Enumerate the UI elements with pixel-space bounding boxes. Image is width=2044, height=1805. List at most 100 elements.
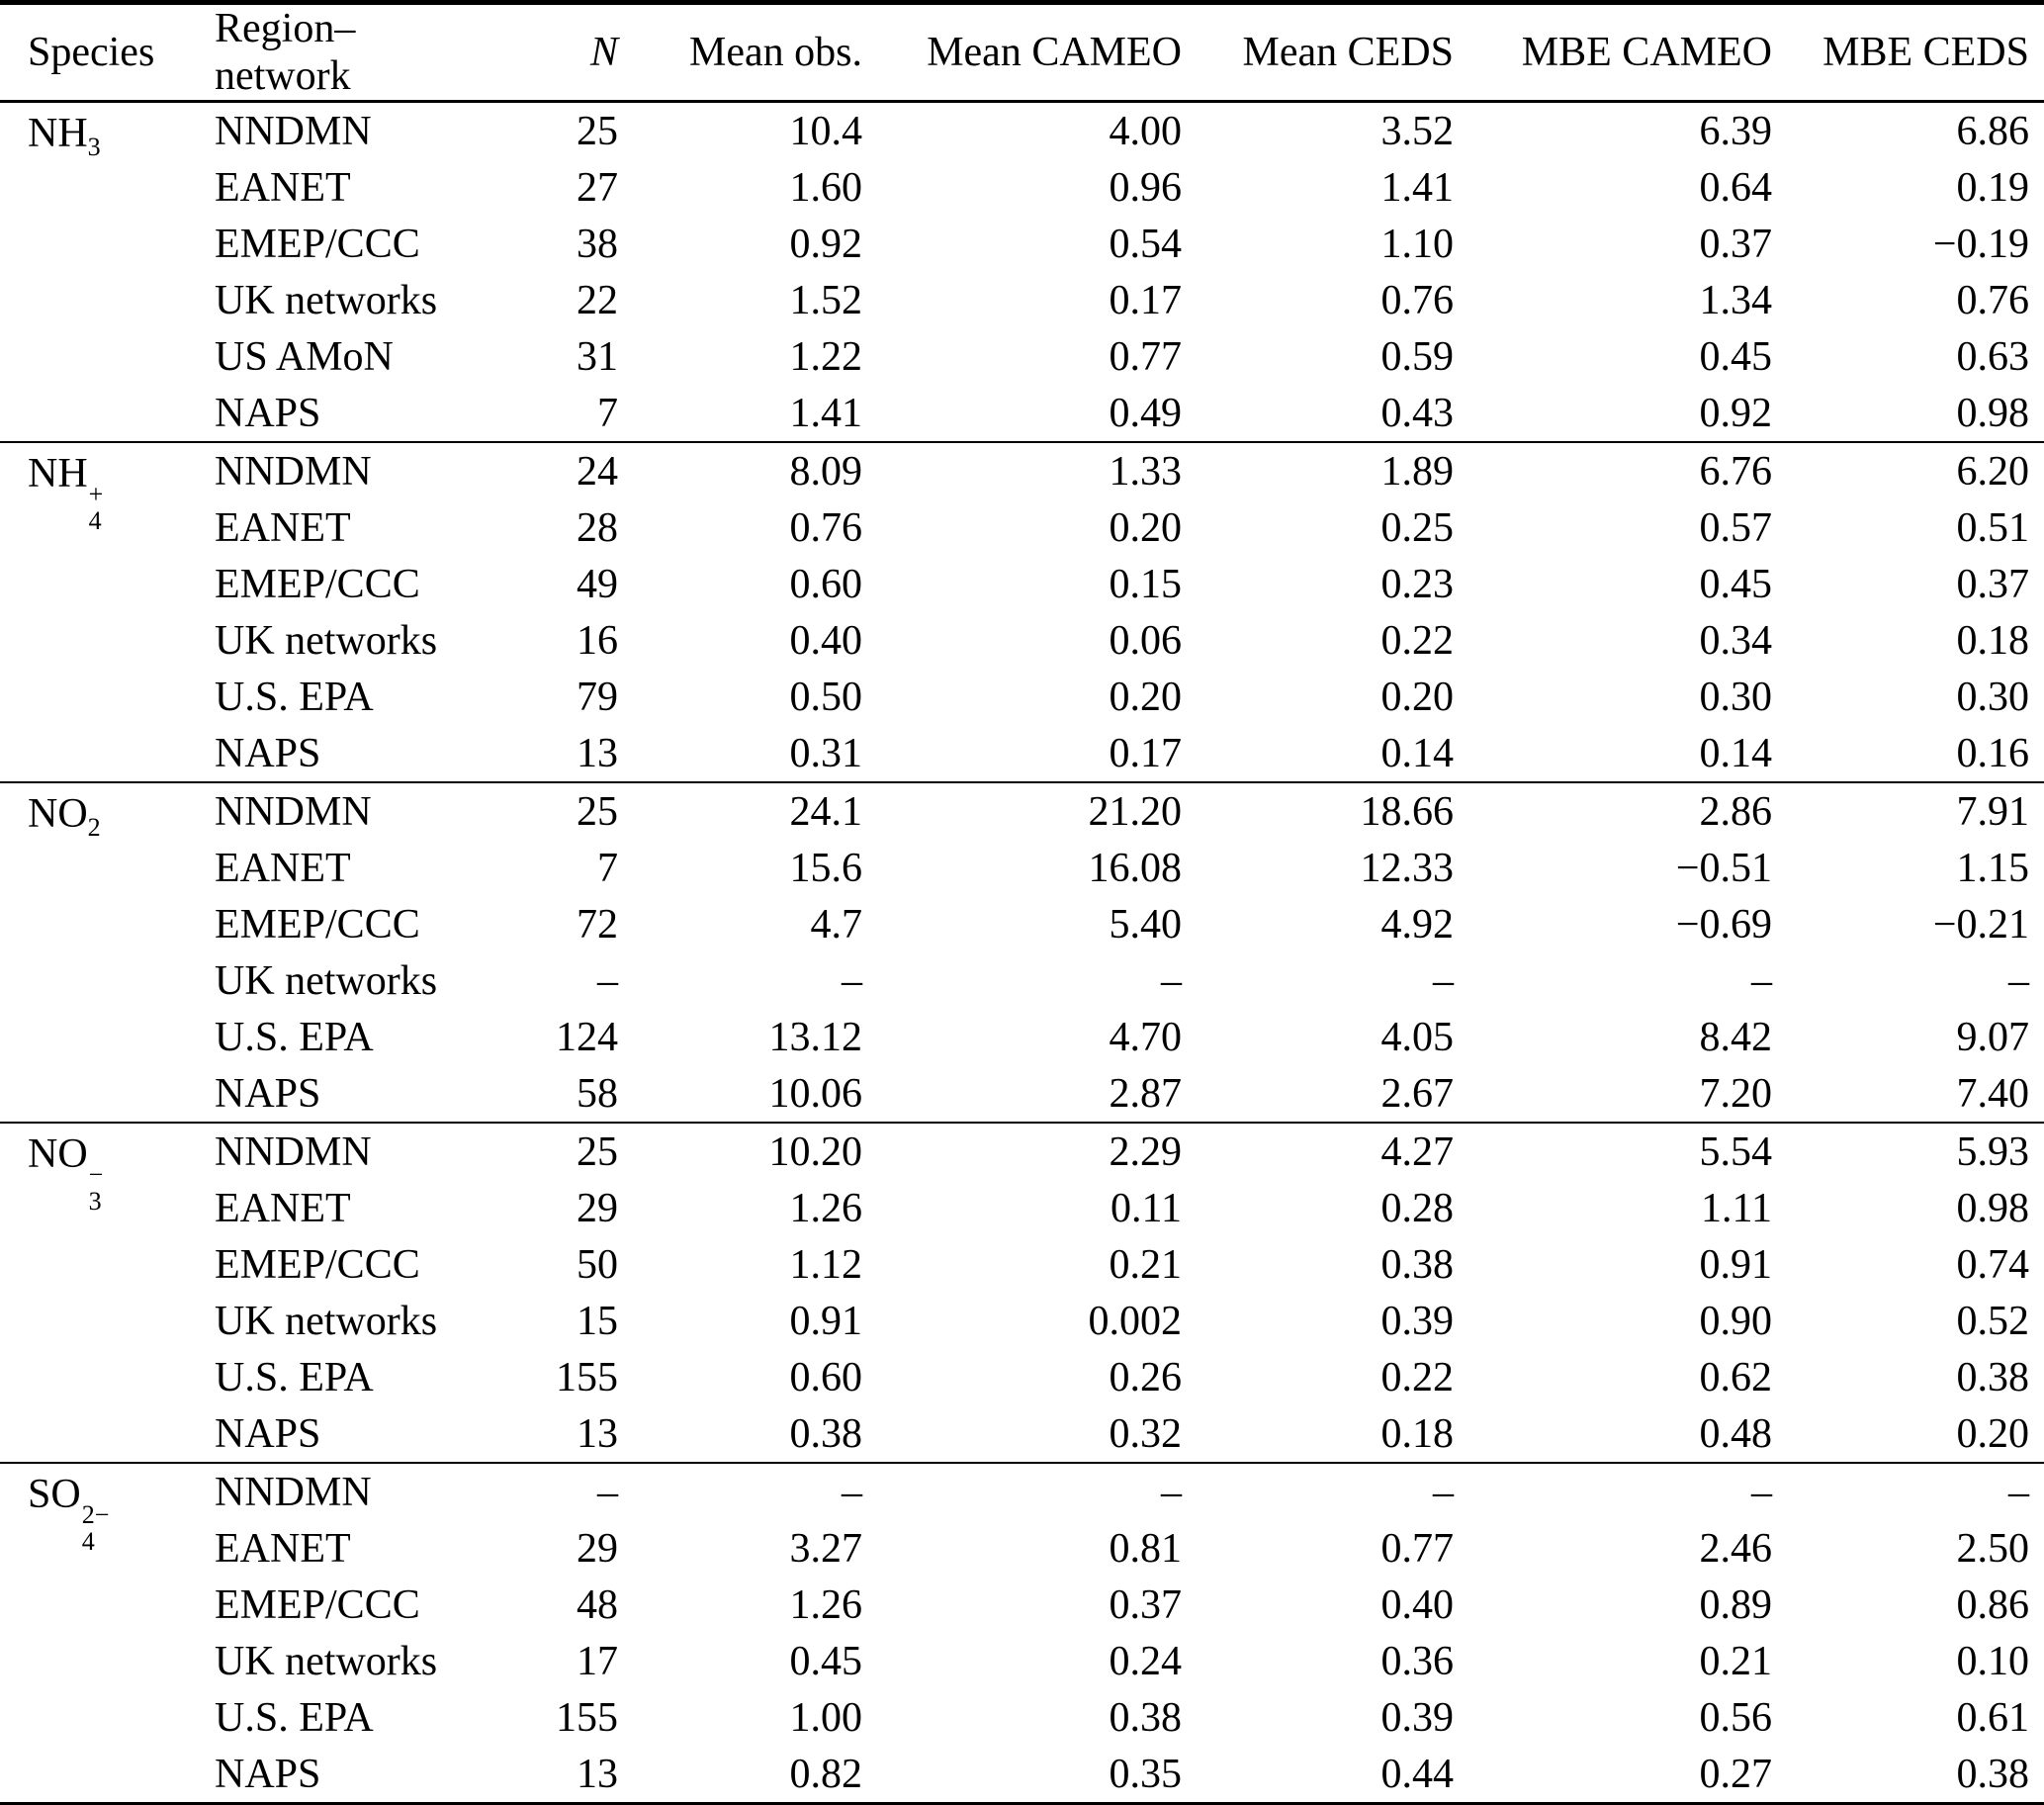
- mbe-ceds-cell: 0.16: [1956, 730, 2030, 776]
- region-network-cell: U.S. EPA: [215, 674, 374, 720]
- table-row: U.S. EPA 155 1.00 0.38 0.39 0.56 0.61: [0, 1689, 2044, 1746]
- mean-ceds-cell: 0.18: [1380, 1410, 1455, 1457]
- region-network-cell: EANET: [215, 504, 351, 551]
- species-label: NO2: [0, 781, 183, 1123]
- table-row: SO 2− 4 NNDMN – – – – – –: [0, 1462, 2044, 1804]
- n-cell: 29: [577, 1185, 618, 1231]
- region-network-cell: UK networks: [215, 1638, 438, 1684]
- mean-cameo-cell: 0.49: [1109, 390, 1183, 436]
- region-network-cell: NAPS: [215, 390, 321, 436]
- mbe-ceds-cell: 0.63: [1956, 333, 2030, 380]
- n-cell: 16: [577, 617, 618, 664]
- mean-cameo-cell: 0.17: [1109, 730, 1183, 776]
- mbe-cameo-cell: 0.56: [1699, 1694, 1773, 1741]
- mean-cameo-cell: 0.37: [1109, 1581, 1183, 1628]
- mean-cameo-cell: 0.38: [1109, 1694, 1183, 1741]
- mean-ceds-cell: 0.40: [1380, 1581, 1455, 1628]
- region-network-cell: NNDMN: [183, 781, 485, 840]
- table-row: NAPS 13 0.82 0.35 0.44 0.27 0.38: [0, 1746, 2044, 1804]
- mean-cameo-cell: 21.20: [862, 781, 1182, 840]
- region-network-cell: EMEP/CCC: [215, 1581, 420, 1628]
- column-header-mean-obs: Mean obs.: [618, 2, 862, 103]
- mbe-ceds-cell: –: [1772, 1462, 2044, 1520]
- species-superscript: −: [88, 1160, 104, 1190]
- mbe-ceds-cell: 0.30: [1956, 674, 2030, 720]
- mbe-cameo-cell: 6.39: [1454, 100, 1772, 159]
- mbe-cameo-cell: 5.54: [1454, 1122, 1772, 1180]
- mbe-ceds-cell: 0.74: [1956, 1241, 2030, 1288]
- species-label: SO 2− 4: [0, 1462, 183, 1804]
- mbe-cameo-cell: −0.69: [1675, 901, 1772, 948]
- mean-ceds-cell: 0.23: [1380, 561, 1455, 607]
- table-row: NH +4 NNDMN 24 8.09 1.33 1.89 6.76 6.20: [0, 441, 2044, 782]
- mean-ceds-cell: 0.39: [1380, 1694, 1455, 1741]
- mean-cameo-cell: 0.06: [1109, 617, 1183, 664]
- mbe-ceds-cell: 1.15: [1956, 845, 2030, 891]
- region-network-cell: NNDMN: [183, 100, 485, 159]
- mean-ceds-cell: 0.38: [1380, 1241, 1455, 1288]
- mbe-cameo-cell: 0.92: [1699, 390, 1773, 436]
- mbe-cameo-cell: 0.62: [1699, 1354, 1773, 1400]
- mbe-cameo-cell: 0.30: [1699, 674, 1773, 720]
- mean-ceds-cell: 4.27: [1182, 1122, 1454, 1180]
- results-table-body: NH3 NNDMN 25 10.4 4.00 3.52 6.39 6.86 EANET 27 1.6…: [0, 100, 2044, 1804]
- table-row: EMEP/CCC 49 0.60 0.15 0.23 0.45 0.37: [0, 556, 2044, 612]
- mbe-cameo-cell: 0.89: [1699, 1581, 1773, 1628]
- table-row: EMEP/CCC 72 4.7 5.40 4.92 −0.69 −0.21: [0, 896, 2044, 952]
- n-cell: –: [485, 1462, 618, 1520]
- region-network-cell: NNDMN: [183, 1122, 485, 1180]
- mean-ceds-cell: –: [1182, 1462, 1454, 1520]
- mean-obs-cell: 3.27: [789, 1525, 863, 1572]
- table-row: U.S. EPA 124 13.12 4.70 4.05 8.42 9.07: [0, 1009, 2044, 1065]
- mbe-cameo-cell: 0.27: [1699, 1751, 1773, 1797]
- mbe-ceds-cell: 0.10: [1956, 1638, 2030, 1684]
- mean-ceds-cell: 0.28: [1380, 1185, 1455, 1231]
- region-network-cell: NAPS: [215, 1751, 321, 1797]
- n-cell: 155: [556, 1354, 618, 1400]
- mean-obs-cell: 0.50: [789, 674, 863, 720]
- table-row: NAPS 13 0.31 0.17 0.14 0.14 0.16: [0, 725, 2044, 782]
- n-cell: 28: [577, 504, 618, 551]
- mbe-cameo-cell: 0.48: [1699, 1410, 1773, 1457]
- mean-cameo-cell: 4.00: [862, 100, 1182, 159]
- mbe-ceds-cell: 6.20: [1772, 441, 2044, 499]
- mean-cameo-cell: 0.54: [1109, 221, 1183, 267]
- species-sub-sup-stack: +4: [89, 482, 104, 534]
- n-cell: 58: [577, 1070, 618, 1117]
- region-network-cell: EMEP/CCC: [215, 901, 420, 948]
- region-network-cell: US AMoN: [215, 333, 394, 380]
- mean-ceds-cell: 4.92: [1380, 901, 1455, 948]
- column-header-n: N: [485, 2, 618, 103]
- species-base: SO: [28, 1472, 81, 1517]
- mbe-ceds-cell: 2.50: [1956, 1525, 2030, 1572]
- mean-obs-cell: 0.60: [789, 1354, 863, 1400]
- mean-cameo-cell: 2.87: [1109, 1070, 1183, 1117]
- region-network-cell: U.S. EPA: [215, 1354, 374, 1400]
- mean-obs-cell: 10.06: [768, 1070, 863, 1117]
- species-label: NH +4: [0, 441, 183, 782]
- n-cell: 49: [577, 561, 618, 607]
- n-cell: 7: [597, 845, 618, 891]
- mbe-ceds-cell: 0.51: [1956, 504, 2030, 551]
- mbe-cameo-cell: 0.14: [1699, 730, 1773, 776]
- mbe-cameo-cell: 0.37: [1699, 221, 1773, 267]
- table-row: NO −3 NNDMN 25 10.20 2.29 4.27 5.54 5.93: [0, 1122, 2044, 1463]
- mbe-cameo-cell: –: [1751, 957, 1772, 1004]
- mean-cameo-cell: 0.77: [1109, 333, 1183, 380]
- n-cell: 48: [577, 1581, 618, 1628]
- mean-cameo-cell: 0.26: [1109, 1354, 1183, 1400]
- mean-obs-cell: 0.60: [789, 561, 863, 607]
- mbe-ceds-cell: 0.86: [1956, 1581, 2030, 1628]
- n-cell: 13: [577, 1410, 618, 1457]
- species-base: NO: [28, 791, 88, 837]
- mbe-ceds-cell: 0.76: [1956, 277, 2030, 323]
- mean-ceds-cell: 0.14: [1380, 730, 1455, 776]
- species-subscript: 4: [81, 1526, 95, 1556]
- n-cell: 25: [485, 1122, 618, 1180]
- mbe-cameo-cell: 0.91: [1699, 1241, 1773, 1288]
- mean-ceds-cell: 0.76: [1380, 277, 1455, 323]
- mbe-cameo-cell: 0.57: [1699, 504, 1773, 551]
- mbe-cameo-cell: 2.46: [1699, 1525, 1773, 1572]
- mean-ceds-cell: 1.41: [1380, 164, 1455, 211]
